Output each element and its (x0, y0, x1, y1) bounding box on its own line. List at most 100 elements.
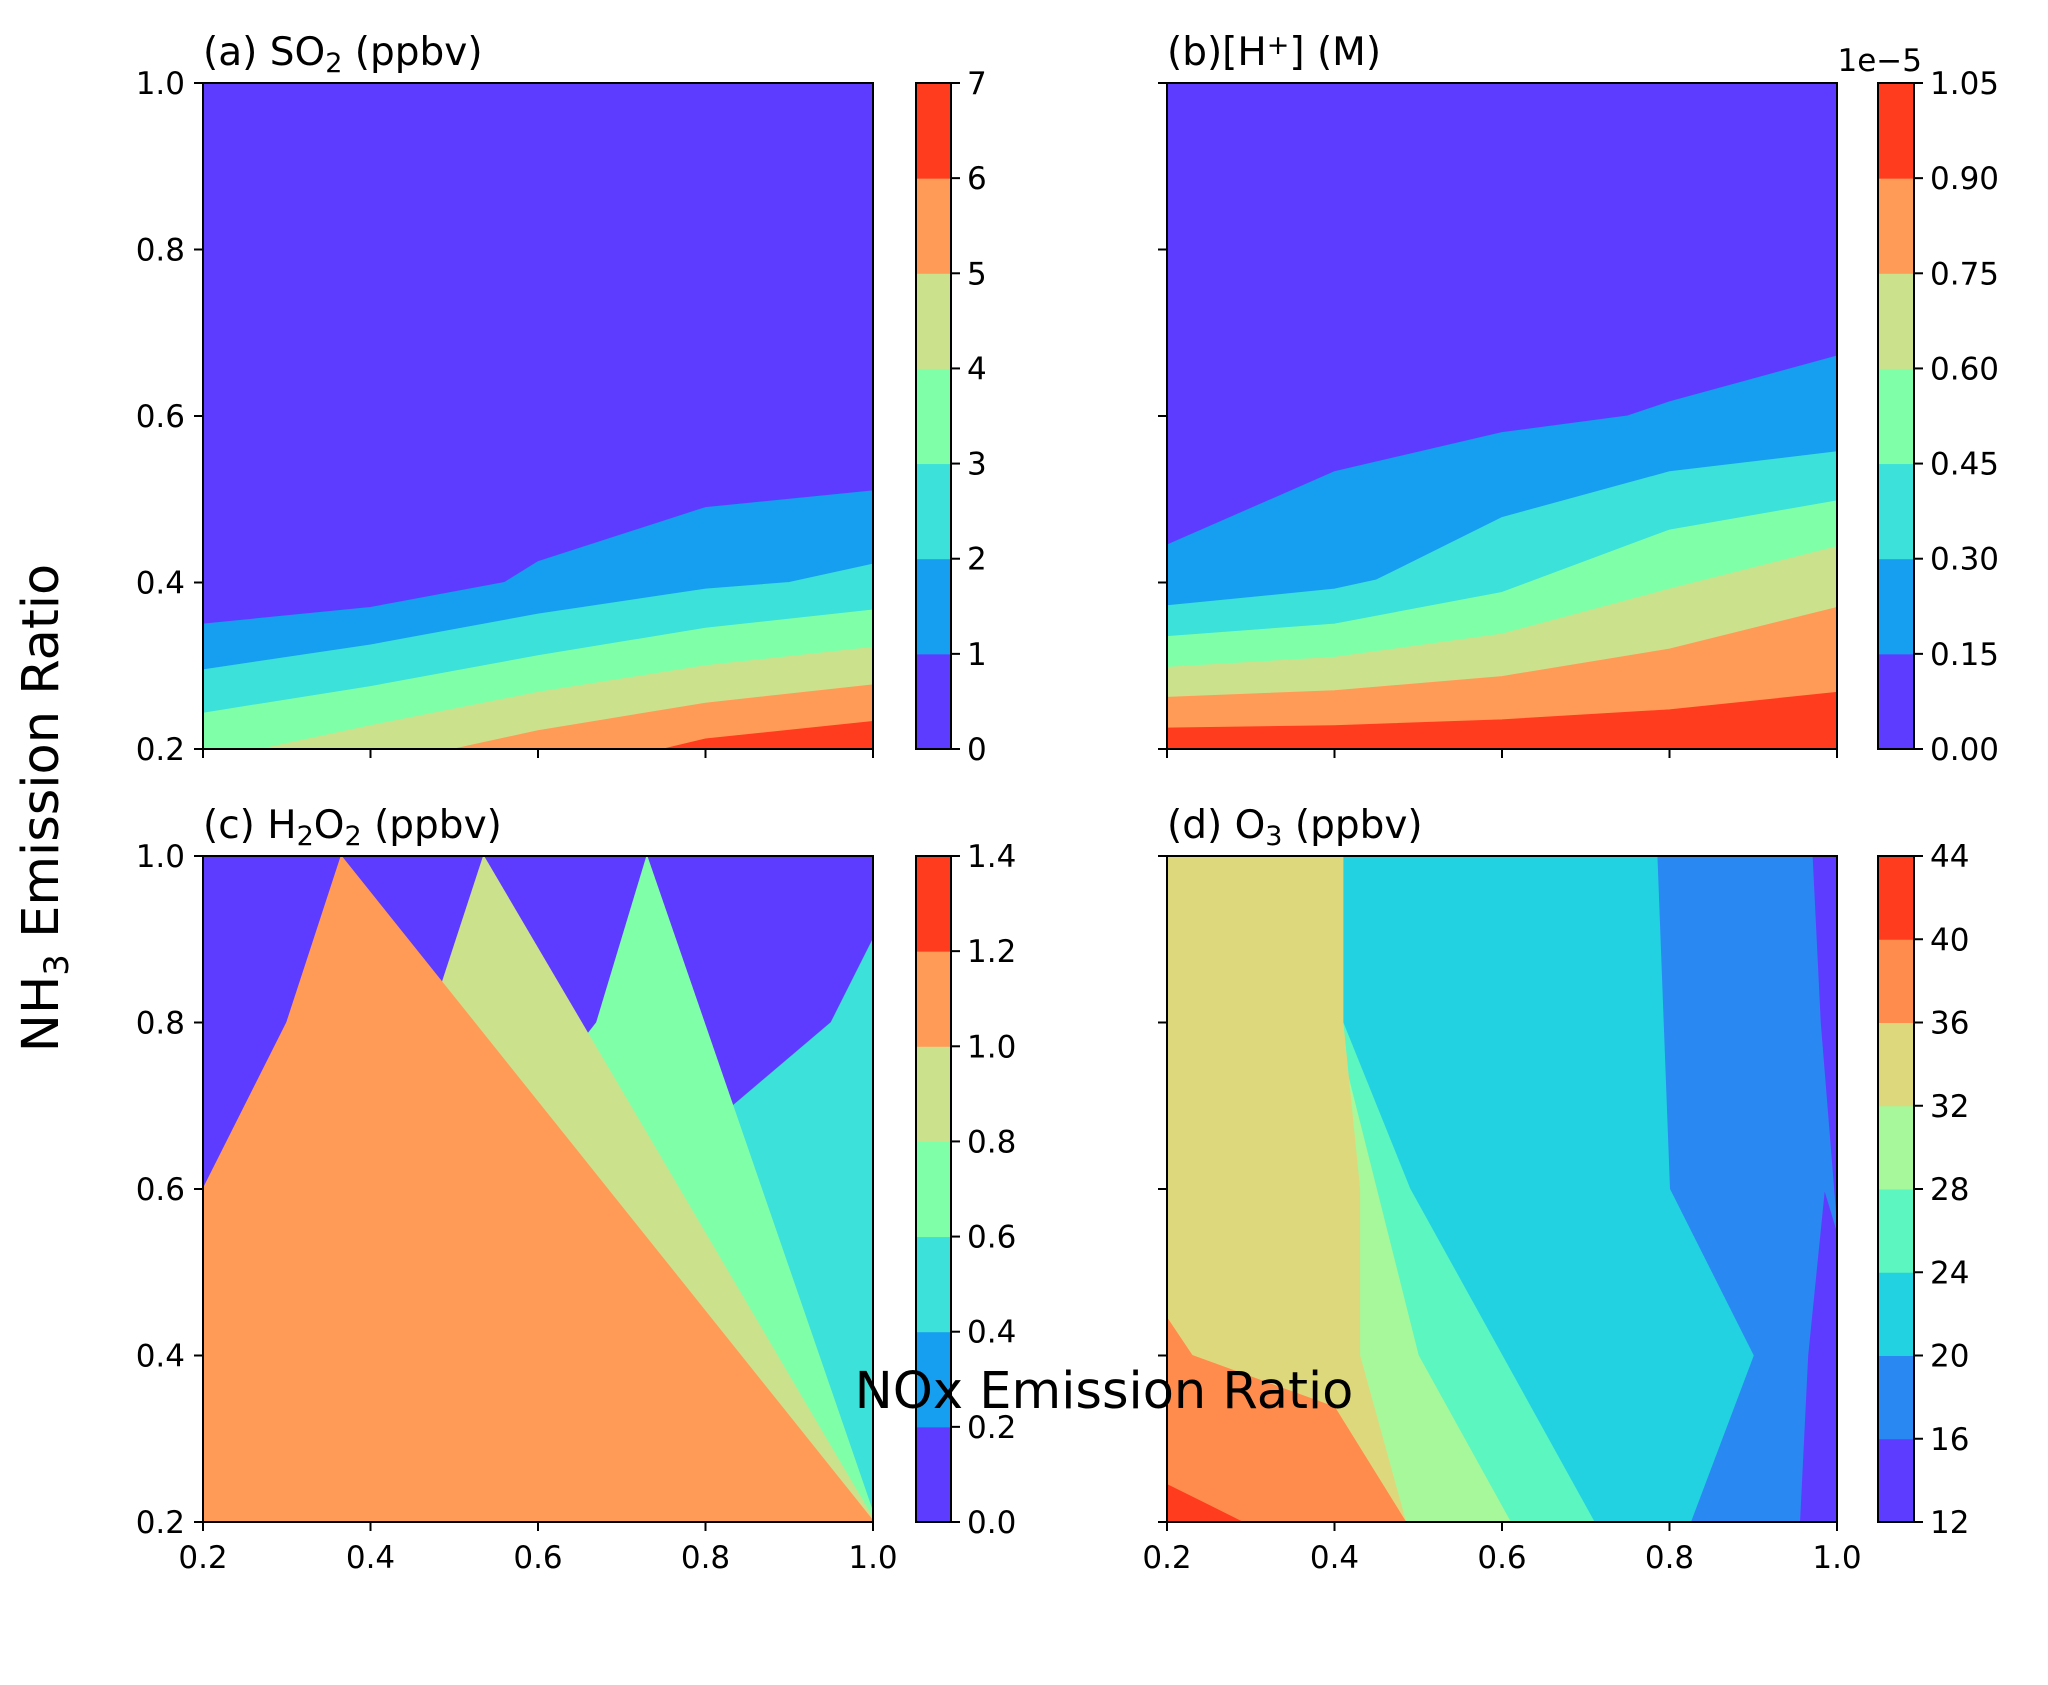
contour-plot (1167, 856, 1837, 1522)
colorbar-tick-label: 0.90 (1930, 161, 1999, 197)
panel-c: 0.20.20.40.40.60.60.80.81.01.0(c) H2O2 (… (136, 803, 1017, 1576)
colorbar-offset-text: 1e−5 (1838, 43, 1923, 79)
colorbar-swatch-0.6 (916, 1141, 951, 1238)
y-axis-title-main: NH (12, 976, 71, 1053)
colorbar-tick-label: 20 (1930, 1339, 1969, 1375)
colorbar-swatch-0.0 (916, 1426, 951, 1523)
contour-band-0.90 (1167, 691, 1837, 749)
colorbar-tick-label: 0.0 (967, 1505, 1016, 1541)
contour-plot (203, 83, 873, 749)
contour-plot (1167, 83, 1837, 749)
colorbar-tick-label: 1.4 (967, 839, 1016, 875)
colorbar-tick-label: 1.2 (967, 934, 1016, 970)
colorbar-tick-label: 3 (967, 447, 987, 483)
y-tick-label: 0.2 (136, 1505, 185, 1541)
panel-title: (a) SO2 (ppbv) (203, 30, 483, 79)
colorbar-tick-label: 0.45 (1930, 447, 1999, 483)
colorbar-tick-label: 4 (967, 351, 987, 387)
colorbar-tick-label: 0.30 (1930, 542, 1999, 578)
y-tick-label: 0.6 (136, 1172, 185, 1208)
colorbar: 0 1 2 3 4 5 6 7 (915, 66, 987, 768)
colorbar-swatch-6 (916, 83, 951, 179)
colorbar-swatch-0.60 (1878, 273, 1914, 369)
colorbar-swatch-12 (1878, 1438, 1914, 1523)
panel-title: (d) O3 (ppbv) (1167, 803, 1423, 852)
colorbar-tick-label: 0.2 (967, 1410, 1016, 1446)
colorbar-tick-label: 0.60 (1930, 351, 1999, 387)
colorbar-swatch-32 (1878, 1022, 1914, 1107)
y-axis-title-sub: 3 (37, 954, 77, 976)
x-tick-label: 0.4 (346, 1540, 395, 1576)
colorbar-tick-label: 6 (967, 161, 987, 197)
colorbar-swatch-0.2 (916, 1331, 951, 1428)
colorbar-swatch-0.4 (916, 1236, 951, 1333)
colorbar-swatch-40 (1878, 856, 1914, 940)
colorbar-tick-label: 12 (1930, 1505, 1969, 1541)
colorbar: 12 16 20 24 28 32 36 40 44 (1877, 839, 1969, 1541)
x-tick-label: 0.2 (178, 1540, 227, 1576)
colorbar-tick-label: 36 (1930, 1006, 1969, 1042)
colorbar-swatch-1.2 (916, 856, 951, 952)
panel-b: (b)[H+] (M) 0.00 0.15 0.30 0.45 0.60 0.75 0.90 1… (1158, 30, 1999, 768)
colorbar-swatch-1.0 (916, 951, 951, 1047)
colorbar-swatch-20 (1878, 1272, 1914, 1356)
y-tick-label: 0.2 (136, 732, 185, 768)
panel-a: 0.2 0.4 0.6 0.8 1.0 (a) SO2 (ppbv) 0 1 2 3 4 5 6 7 (136, 30, 987, 768)
contour-band-40 (1167, 1484, 1243, 1522)
colorbar-swatch-0.15 (1878, 558, 1914, 655)
x-tick-label: 0.2 (1142, 1540, 1191, 1576)
colorbar-swatch-0.8 (916, 1046, 951, 1142)
y-tick-label: 0.4 (136, 566, 185, 602)
colorbar-tick-label: 28 (1930, 1172, 1969, 1208)
x-tick-label: 0.4 (1310, 1540, 1359, 1576)
y-tick-label: 1.0 (136, 66, 185, 102)
panel-d: 0.2 0.4 0.6 0.8 1.0 (d) O3 (ppbv) 12 16 20 24 28 32… (1142, 803, 1969, 1576)
colorbar-swatch-3 (916, 368, 951, 465)
colorbar-frame (1877, 82, 1915, 750)
x-tick-label: 0.8 (1645, 1540, 1694, 1576)
colorbar-tick-label: 44 (1930, 839, 1969, 875)
colorbar-tick-label: 1.05 (1930, 66, 1999, 102)
colorbar-frame (915, 82, 952, 750)
x-tick-label: 1.0 (1812, 1540, 1861, 1576)
y-tick-label: 0.6 (136, 399, 185, 435)
colorbar-tick-label: 1.0 (967, 1029, 1016, 1065)
colorbar: 0.0 0.2 0.4 0.6 0.8 1.0 1.2 1.4 (915, 839, 1016, 1541)
panel-title: (c) H2O2 (ppbv) (203, 803, 502, 852)
y-tick-label: 0.8 (136, 233, 185, 269)
contour-band-5 (203, 684, 873, 749)
contour-band-32 (1167, 856, 1407, 1522)
colorbar-tick-label: 5 (967, 256, 987, 292)
colorbar-swatch-24 (1878, 1189, 1914, 1273)
colorbar-swatch-36 (1878, 939, 1914, 1023)
colorbar-swatch-0.90 (1878, 83, 1914, 179)
panels-group: 0.2 0.4 0.6 0.8 1.0 (a) SO2 (ppbv) 0 12 3 4 5 6 7 (b)… (136, 30, 1999, 1576)
colorbar-tick-label: 0.4 (967, 1315, 1016, 1351)
colorbar-tick-label: 7 (967, 66, 987, 102)
x-tick-label: 0.8 (681, 1540, 730, 1576)
y-tick-label: 0.8 (136, 1006, 185, 1042)
colorbar-swatch-16 (1878, 1355, 1914, 1440)
colorbar-tick-label: 2 (967, 542, 987, 578)
colorbar-swatch-4 (916, 273, 951, 369)
colorbar-swatch-0.00 (1878, 653, 1914, 750)
y-axis-title: NH3 Emission Ratio (12, 564, 77, 1052)
colorbar-tick-label: 40 (1930, 922, 1969, 958)
colorbar-tick-label: 24 (1930, 1255, 1969, 1291)
colorbar-swatch-2 (916, 463, 951, 560)
colorbar-swatch-0.75 (1878, 178, 1914, 274)
y-tick-label: 1.0 (136, 839, 185, 875)
colorbar-tick-label: 0.8 (967, 1124, 1016, 1160)
contour-band-36 (1167, 1317, 1407, 1522)
contour-band-6 (203, 721, 873, 749)
y-tick-label: 0.4 (136, 1339, 185, 1375)
colorbar-swatch-5 (916, 178, 951, 274)
colorbar-tick-label: 0 (967, 732, 987, 768)
y-axis-title-rest: Emission Ratio (12, 564, 71, 954)
colorbar-swatch-1 (916, 558, 951, 655)
colorbar-swatch-0.30 (1878, 463, 1914, 560)
colorbar-tick-label: 16 (1930, 1422, 1969, 1458)
panel-title: (b)[H+] (M) (1167, 30, 1381, 75)
